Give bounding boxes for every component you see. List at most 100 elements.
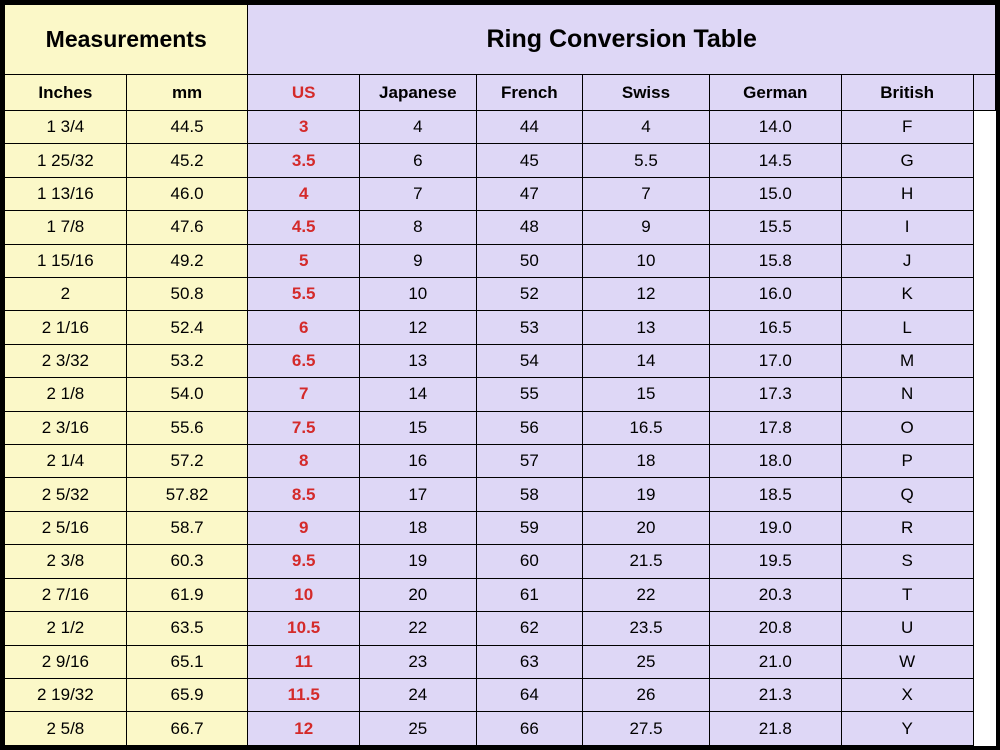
cell-german: 16.5 xyxy=(709,311,841,344)
col-british: British xyxy=(841,75,973,111)
cell-swiss: 25 xyxy=(583,645,710,678)
cell-mm: 50.8 xyxy=(126,278,248,311)
cell-mm: 52.4 xyxy=(126,311,248,344)
cell-us: 7 xyxy=(248,378,360,411)
cell-french: 60 xyxy=(476,545,582,578)
cell-swiss: 26 xyxy=(583,678,710,711)
cell-japanese: 20 xyxy=(359,578,476,611)
cell-british: W xyxy=(841,645,973,678)
table-row: 2 1/457.2816571818.0P xyxy=(5,445,996,478)
cell-british: P xyxy=(841,445,973,478)
cell-inches: 2 1/8 xyxy=(5,378,127,411)
cell-german: 15.0 xyxy=(709,177,841,210)
cell-inches: 2 9/16 xyxy=(5,645,127,678)
cell-us: 8 xyxy=(248,445,360,478)
cell-british: O xyxy=(841,411,973,444)
cell-french: 45 xyxy=(476,144,582,177)
table-row: 2 1/1652.4612531316.5L xyxy=(5,311,996,344)
col-mm: mm xyxy=(126,75,248,111)
cell-british: S xyxy=(841,545,973,578)
cell-swiss: 5.5 xyxy=(583,144,710,177)
cell-swiss: 14 xyxy=(583,344,710,377)
cell-british: R xyxy=(841,511,973,544)
cell-japanese: 18 xyxy=(359,511,476,544)
table-row: 2 3/860.39.5196021.519.5S xyxy=(5,545,996,578)
table-row: 2 19/3265.911.524642621.3X xyxy=(5,678,996,711)
cell-swiss: 13 xyxy=(583,311,710,344)
cell-mm: 66.7 xyxy=(126,712,248,746)
col-german: German xyxy=(709,75,841,111)
cell-british: G xyxy=(841,144,973,177)
cell-inches: 1 7/8 xyxy=(5,211,127,244)
cell-french: 64 xyxy=(476,678,582,711)
cell-british: T xyxy=(841,578,973,611)
cell-swiss: 23.5 xyxy=(583,612,710,645)
cell-swiss: 12 xyxy=(583,278,710,311)
cell-inches: 2 1/4 xyxy=(5,445,127,478)
measurements-title: Measurements xyxy=(5,5,248,75)
cell-british: Q xyxy=(841,478,973,511)
cell-inches: 2 19/32 xyxy=(5,678,127,711)
cell-mm: 65.9 xyxy=(126,678,248,711)
cell-inches: 2 1/16 xyxy=(5,311,127,344)
cell-inches: 2 1/2 xyxy=(5,612,127,645)
cell-us: 4.5 xyxy=(248,211,360,244)
cell-german: 15.5 xyxy=(709,211,841,244)
cell-french: 50 xyxy=(476,244,582,277)
cell-japanese: 12 xyxy=(359,311,476,344)
cell-japanese: 13 xyxy=(359,344,476,377)
cell-japanese: 24 xyxy=(359,678,476,711)
cell-japanese: 22 xyxy=(359,612,476,645)
cell-swiss: 19 xyxy=(583,478,710,511)
cell-mm: 46.0 xyxy=(126,177,248,210)
cell-japanese: 6 xyxy=(359,144,476,177)
cell-inches: 2 3/16 xyxy=(5,411,127,444)
cell-inches: 2 5/32 xyxy=(5,478,127,511)
cell-mm: 53.2 xyxy=(126,344,248,377)
col-us: US xyxy=(248,75,360,111)
cell-us: 6.5 xyxy=(248,344,360,377)
cell-mm: 55.6 xyxy=(126,411,248,444)
cell-swiss: 16.5 xyxy=(583,411,710,444)
table-row: 2 5/3257.828.517581918.5Q xyxy=(5,478,996,511)
cell-swiss: 20 xyxy=(583,511,710,544)
cell-inches: 2 xyxy=(5,278,127,311)
cell-german: 14.0 xyxy=(709,111,841,144)
cell-us: 9 xyxy=(248,511,360,544)
cell-us: 11.5 xyxy=(248,678,360,711)
cell-british: N xyxy=(841,378,973,411)
cell-french: 66 xyxy=(476,712,582,746)
cell-british: F xyxy=(841,111,973,144)
cell-french: 57 xyxy=(476,445,582,478)
cell-inches: 1 15/16 xyxy=(5,244,127,277)
cell-german: 16.0 xyxy=(709,278,841,311)
cell-german: 15.8 xyxy=(709,244,841,277)
cell-swiss: 15 xyxy=(583,378,710,411)
col-french: French xyxy=(476,75,582,111)
table-body: 1 3/444.53444414.0F1 25/3245.23.56455.51… xyxy=(5,111,996,746)
cell-german: 20.8 xyxy=(709,612,841,645)
cell-french: 61 xyxy=(476,578,582,611)
ring-conversion-table-container: Measurements Ring Conversion Table Inche… xyxy=(0,0,1000,750)
cell-us: 3.5 xyxy=(248,144,360,177)
cell-german: 17.8 xyxy=(709,411,841,444)
cell-us: 5 xyxy=(248,244,360,277)
cell-mm: 63.5 xyxy=(126,612,248,645)
cell-british: U xyxy=(841,612,973,645)
table-row: 2 9/1665.11123632521.0W xyxy=(5,645,996,678)
cell-swiss: 22 xyxy=(583,578,710,611)
cell-swiss: 27.5 xyxy=(583,712,710,746)
cell-inches: 1 3/4 xyxy=(5,111,127,144)
cell-british: I xyxy=(841,211,973,244)
cell-french: 48 xyxy=(476,211,582,244)
cell-british: Y xyxy=(841,712,973,746)
cell-french: 44 xyxy=(476,111,582,144)
table-row: 2 1/854.0714551517.3N xyxy=(5,378,996,411)
cell-french: 56 xyxy=(476,411,582,444)
header-row-titles: Measurements Ring Conversion Table xyxy=(5,5,996,75)
cell-french: 59 xyxy=(476,511,582,544)
cell-german: 18.5 xyxy=(709,478,841,511)
cell-inches: 1 13/16 xyxy=(5,177,127,210)
table-row: 1 25/3245.23.56455.514.5G xyxy=(5,144,996,177)
cell-british: X xyxy=(841,678,973,711)
